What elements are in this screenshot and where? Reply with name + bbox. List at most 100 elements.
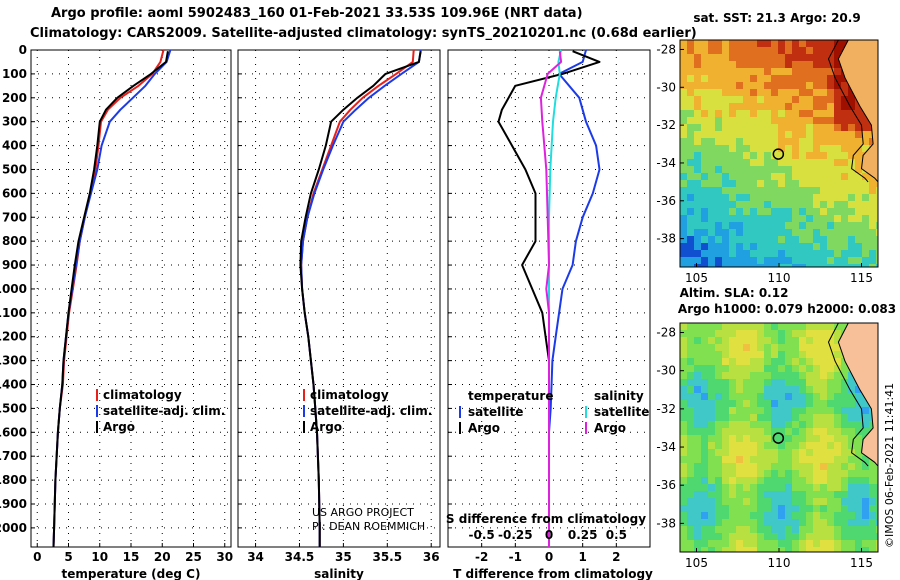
map-cell (715, 243, 723, 251)
map-cell (806, 330, 814, 338)
map-cell (701, 194, 709, 202)
map-cell (771, 264, 779, 267)
map-cell (708, 344, 716, 352)
map-cell (722, 421, 730, 429)
map-cell (694, 166, 702, 174)
map-cell (701, 540, 709, 548)
map-cell (848, 400, 856, 408)
map-cell (743, 180, 751, 188)
map-cell (729, 236, 737, 244)
map-cell (722, 166, 730, 174)
map-cell (841, 498, 849, 506)
map-cell (715, 145, 723, 153)
map-cell (799, 138, 807, 146)
map-cell (771, 201, 779, 209)
map-cell (715, 533, 723, 541)
map-cell (792, 498, 800, 506)
map-cell (785, 547, 793, 552)
map-cell (757, 484, 765, 492)
map-cell (757, 257, 765, 265)
map-cell (855, 547, 863, 552)
x-tick-label: 30 (216, 550, 233, 564)
map-cell (813, 103, 821, 111)
map-cell (820, 498, 828, 506)
map-cell (722, 222, 730, 230)
map-cell (736, 386, 744, 394)
map-cell (820, 180, 828, 188)
map-cell (687, 414, 695, 422)
map-cell (722, 159, 730, 167)
map-cell (722, 435, 730, 443)
map-cell (771, 526, 779, 534)
map-cell (687, 75, 695, 83)
map-cell (841, 512, 849, 520)
map-cell (722, 110, 730, 118)
map-cell (827, 243, 835, 251)
map-cell (743, 505, 751, 513)
map-cell (778, 477, 786, 485)
profile-panel-sal: 34 34.5 35 35.5 36salinityclimatologysatelli… (237, 49, 441, 580)
map-cell (694, 449, 702, 457)
map-cell (876, 194, 878, 202)
map-cell (764, 229, 772, 237)
map-cell (757, 526, 765, 534)
map-cell (694, 264, 702, 267)
map-cell (799, 166, 807, 174)
map-cell (680, 166, 688, 174)
map-cell (680, 442, 688, 450)
map-cell (799, 505, 807, 513)
x-tick-label: 15 (123, 550, 140, 564)
map-cell (715, 89, 723, 97)
map-cell (827, 124, 835, 132)
map-cell (820, 124, 828, 132)
map-cell (806, 264, 814, 267)
map-cell (722, 540, 730, 548)
map-cell (680, 131, 688, 139)
map-cell (750, 337, 758, 345)
map-cell (736, 152, 744, 160)
map-cell (834, 47, 842, 55)
map-cell (827, 187, 835, 195)
map-cell (813, 61, 821, 69)
map-cell (743, 40, 751, 48)
map-cell (799, 40, 807, 48)
map-cell (750, 236, 758, 244)
map-cell (771, 512, 779, 520)
map-cell (876, 463, 878, 471)
map-cell (771, 533, 779, 541)
map-cell (715, 372, 723, 380)
map-cell (708, 519, 716, 527)
map-cell (827, 323, 835, 331)
map-cell (680, 414, 688, 422)
map-cell (792, 519, 800, 527)
map-cell (855, 491, 863, 499)
map-cell (750, 145, 758, 153)
map-cell (841, 201, 849, 209)
map-cell (757, 435, 765, 443)
map-cell (827, 159, 835, 167)
y-tick-label: 1300 (0, 354, 27, 368)
map-cell (708, 435, 716, 443)
map-cell (792, 236, 800, 244)
map-cell (869, 180, 877, 188)
map-cell (694, 250, 702, 258)
map-cell (687, 61, 695, 69)
map-cell (785, 421, 793, 429)
map-cell (855, 194, 863, 202)
map-cell (813, 498, 821, 506)
map-cell (813, 222, 821, 230)
map-cell (729, 379, 737, 387)
map-cell (701, 124, 709, 132)
map-cell (764, 103, 772, 111)
map-cell (841, 173, 849, 181)
map-cell (848, 379, 856, 387)
map-cell (694, 61, 702, 69)
map-cell (813, 526, 821, 534)
map-cell (771, 414, 779, 422)
map-cell (736, 145, 744, 153)
map-cell (750, 323, 758, 331)
map-cell (785, 442, 793, 450)
map-cell (680, 208, 688, 216)
map-cell (757, 201, 765, 209)
map-cell (750, 131, 758, 139)
